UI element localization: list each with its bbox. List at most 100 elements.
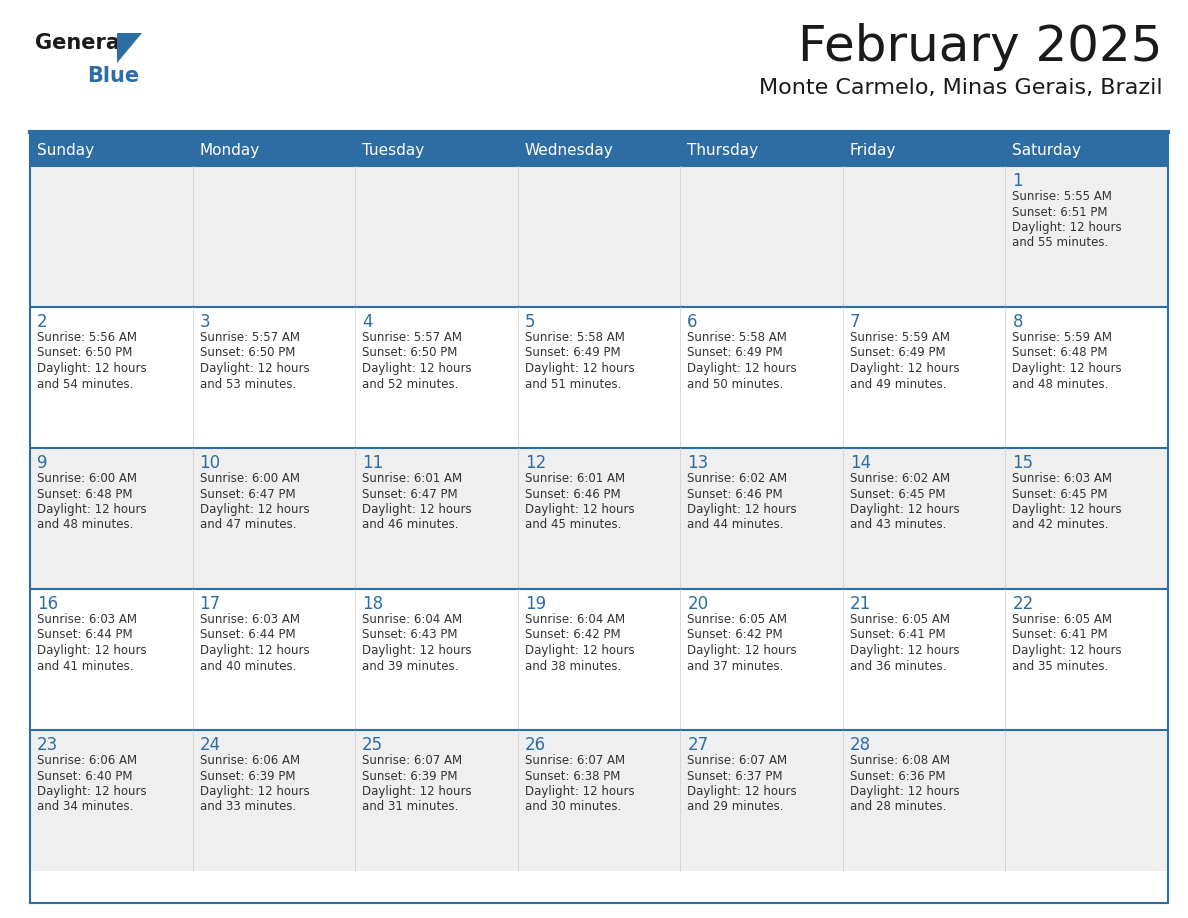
Polygon shape [116,33,143,63]
FancyBboxPatch shape [681,134,842,166]
Text: Sunset: 6:49 PM: Sunset: 6:49 PM [688,346,783,360]
Text: Daylight: 12 hours: Daylight: 12 hours [200,785,309,798]
Text: 25: 25 [362,736,384,754]
Text: Sunset: 6:40 PM: Sunset: 6:40 PM [37,769,133,782]
Text: Sunrise: 5:57 AM: Sunrise: 5:57 AM [362,331,462,344]
FancyBboxPatch shape [192,134,355,166]
Text: and 48 minutes.: and 48 minutes. [1012,377,1108,390]
Text: Sunrise: 6:03 AM: Sunrise: 6:03 AM [200,613,299,626]
Text: Daylight: 12 hours: Daylight: 12 hours [1012,221,1121,234]
Text: Daylight: 12 hours: Daylight: 12 hours [688,785,797,798]
Text: Sunrise: 6:02 AM: Sunrise: 6:02 AM [688,472,788,485]
Text: Daylight: 12 hours: Daylight: 12 hours [37,362,146,375]
Text: and 45 minutes.: and 45 minutes. [525,519,621,532]
Text: Daylight: 12 hours: Daylight: 12 hours [849,362,960,375]
FancyBboxPatch shape [30,589,1168,730]
Text: 18: 18 [362,595,384,613]
Text: Daylight: 12 hours: Daylight: 12 hours [849,644,960,657]
Text: and 39 minutes.: and 39 minutes. [362,659,459,673]
Text: 21: 21 [849,595,871,613]
Text: Sunrise: 6:03 AM: Sunrise: 6:03 AM [1012,472,1112,485]
Text: Sunrise: 5:58 AM: Sunrise: 5:58 AM [525,331,625,344]
FancyBboxPatch shape [355,134,518,166]
Text: Sunrise: 6:03 AM: Sunrise: 6:03 AM [37,613,137,626]
Text: 9: 9 [37,454,48,472]
Text: 3: 3 [200,313,210,331]
Text: Sunrise: 6:05 AM: Sunrise: 6:05 AM [849,613,950,626]
Text: General: General [34,33,127,53]
Text: and 48 minutes.: and 48 minutes. [37,519,133,532]
Text: Sunrise: 6:00 AM: Sunrise: 6:00 AM [200,472,299,485]
Text: Sunset: 6:49 PM: Sunset: 6:49 PM [525,346,620,360]
Text: Daylight: 12 hours: Daylight: 12 hours [525,644,634,657]
Text: Wednesday: Wednesday [525,142,613,158]
Text: Daylight: 12 hours: Daylight: 12 hours [688,644,797,657]
Text: Sunrise: 6:04 AM: Sunrise: 6:04 AM [525,613,625,626]
Text: 4: 4 [362,313,373,331]
Text: Daylight: 12 hours: Daylight: 12 hours [200,503,309,516]
Text: Daylight: 12 hours: Daylight: 12 hours [37,644,146,657]
FancyBboxPatch shape [30,448,1168,589]
Text: Sunset: 6:39 PM: Sunset: 6:39 PM [200,769,295,782]
FancyBboxPatch shape [842,134,1005,166]
Text: Daylight: 12 hours: Daylight: 12 hours [849,785,960,798]
Text: and 51 minutes.: and 51 minutes. [525,377,621,390]
Text: Sunset: 6:50 PM: Sunset: 6:50 PM [200,346,295,360]
Text: Sunrise: 6:07 AM: Sunrise: 6:07 AM [525,754,625,767]
Text: Daylight: 12 hours: Daylight: 12 hours [1012,362,1121,375]
Text: and 40 minutes.: and 40 minutes. [200,659,296,673]
Text: Sunrise: 6:01 AM: Sunrise: 6:01 AM [362,472,462,485]
Text: Daylight: 12 hours: Daylight: 12 hours [849,503,960,516]
Text: and 37 minutes.: and 37 minutes. [688,659,784,673]
Text: Daylight: 12 hours: Daylight: 12 hours [1012,644,1121,657]
Text: Sunset: 6:43 PM: Sunset: 6:43 PM [362,629,457,642]
Text: Monday: Monday [200,142,260,158]
Text: 14: 14 [849,454,871,472]
Text: 27: 27 [688,736,708,754]
Text: Sunrise: 6:04 AM: Sunrise: 6:04 AM [362,613,462,626]
Text: Sunset: 6:44 PM: Sunset: 6:44 PM [37,629,133,642]
Text: Tuesday: Tuesday [362,142,424,158]
Text: Sunset: 6:41 PM: Sunset: 6:41 PM [849,629,946,642]
Text: and 28 minutes.: and 28 minutes. [849,800,946,813]
Text: Sunset: 6:38 PM: Sunset: 6:38 PM [525,769,620,782]
Text: and 53 minutes.: and 53 minutes. [200,377,296,390]
Text: 5: 5 [525,313,536,331]
Text: and 31 minutes.: and 31 minutes. [362,800,459,813]
Text: and 49 minutes.: and 49 minutes. [849,377,947,390]
Text: 17: 17 [200,595,221,613]
Text: Saturday: Saturday [1012,142,1081,158]
Text: Sunrise: 6:07 AM: Sunrise: 6:07 AM [688,754,788,767]
Text: and 52 minutes.: and 52 minutes. [362,377,459,390]
Text: Daylight: 12 hours: Daylight: 12 hours [688,362,797,375]
Text: and 41 minutes.: and 41 minutes. [37,659,133,673]
Text: Sunset: 6:47 PM: Sunset: 6:47 PM [362,487,457,500]
Text: Sunrise: 6:08 AM: Sunrise: 6:08 AM [849,754,950,767]
Text: Sunset: 6:42 PM: Sunset: 6:42 PM [688,629,783,642]
Text: Monte Carmelo, Minas Gerais, Brazil: Monte Carmelo, Minas Gerais, Brazil [759,78,1163,98]
Text: and 44 minutes.: and 44 minutes. [688,519,784,532]
Text: Daylight: 12 hours: Daylight: 12 hours [200,362,309,375]
Text: and 36 minutes.: and 36 minutes. [849,659,946,673]
Text: Sunrise: 6:00 AM: Sunrise: 6:00 AM [37,472,137,485]
Text: Daylight: 12 hours: Daylight: 12 hours [37,503,146,516]
Text: Daylight: 12 hours: Daylight: 12 hours [362,644,472,657]
FancyBboxPatch shape [30,730,1168,871]
Text: 10: 10 [200,454,221,472]
Text: and 50 minutes.: and 50 minutes. [688,377,784,390]
Text: Sunset: 6:46 PM: Sunset: 6:46 PM [525,487,620,500]
Text: Daylight: 12 hours: Daylight: 12 hours [362,362,472,375]
FancyBboxPatch shape [518,134,681,166]
Text: Sunrise: 5:55 AM: Sunrise: 5:55 AM [1012,190,1112,203]
Text: Sunset: 6:50 PM: Sunset: 6:50 PM [362,346,457,360]
Text: 19: 19 [525,595,545,613]
Text: Sunrise: 6:07 AM: Sunrise: 6:07 AM [362,754,462,767]
Text: and 33 minutes.: and 33 minutes. [200,800,296,813]
Text: 8: 8 [1012,313,1023,331]
Text: Sunrise: 5:59 AM: Sunrise: 5:59 AM [1012,331,1112,344]
Text: 1: 1 [1012,172,1023,190]
Text: 24: 24 [200,736,221,754]
FancyBboxPatch shape [30,166,1168,307]
Text: Daylight: 12 hours: Daylight: 12 hours [362,785,472,798]
FancyBboxPatch shape [1005,134,1168,166]
